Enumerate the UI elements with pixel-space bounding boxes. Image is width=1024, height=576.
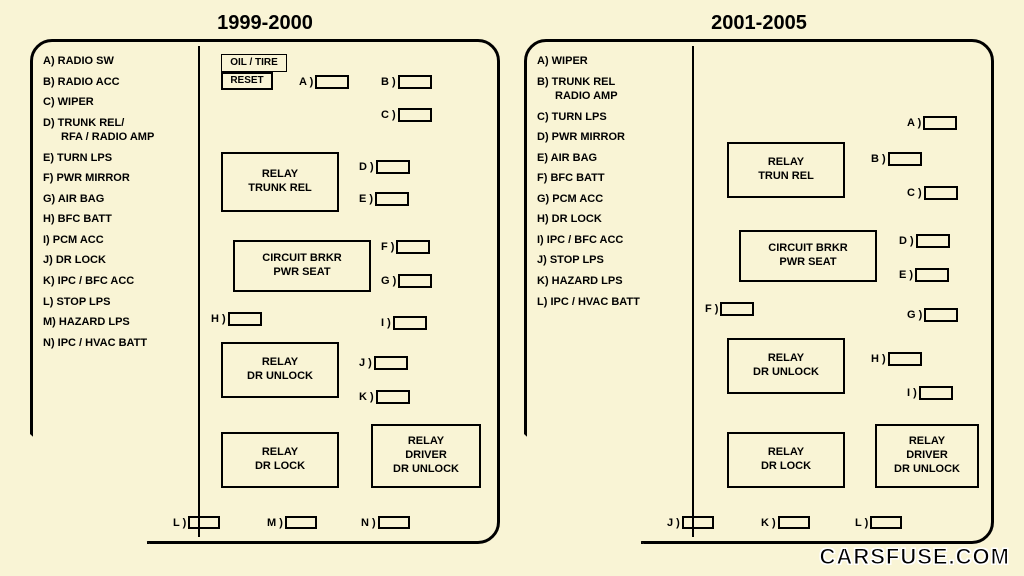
legend-item: RFA / RADIO AMP bbox=[61, 132, 193, 144]
fuse-slot: G ) bbox=[381, 274, 432, 288]
relay-box: RELAYDR UNLOCK bbox=[727, 338, 845, 394]
relay-box: RELAYTRUN REL bbox=[727, 142, 845, 198]
fuse-slot: N ) bbox=[361, 516, 410, 529]
fuse-slot: I ) bbox=[907, 386, 953, 400]
legend-item: RADIO AMP bbox=[555, 91, 687, 103]
legend-item: C) WIPER bbox=[43, 97, 193, 109]
legend-item: A) RADIO SW bbox=[43, 56, 193, 68]
diagram-root: 1999-2000 A) RADIO SW B) RADIO ACC C) WIPE… bbox=[30, 12, 994, 552]
legend-item: B) RADIO ACC bbox=[43, 77, 193, 89]
fuse-slot: D ) bbox=[359, 160, 410, 174]
fuse-slot: L ) bbox=[173, 516, 220, 529]
fuse-slot: L ) bbox=[855, 516, 902, 529]
fuse-slot: G ) bbox=[907, 308, 958, 322]
legend-list: A) RADIO SW B) RADIO ACC C) WIPER D) TRUNK … bbox=[43, 56, 193, 358]
relay-box: RELAYDRIVERDR UNLOCK bbox=[875, 424, 979, 488]
watermark: CARSFUSE.COM bbox=[820, 544, 1010, 570]
legend-item: H) DR LOCK bbox=[537, 214, 687, 226]
relay-box: OIL / TIRE bbox=[221, 54, 287, 72]
legend-item: B) TRUNK REL bbox=[537, 77, 687, 89]
relay-box: CIRCUIT BRKRPWR SEAT bbox=[739, 230, 877, 282]
legend-item: F) BFC BATT bbox=[537, 173, 687, 185]
corner-cut bbox=[524, 434, 644, 544]
legend-item: I) IPC / BFC ACC bbox=[537, 235, 687, 247]
fuse-slot: B ) bbox=[871, 152, 922, 166]
legend-item: J) DR LOCK bbox=[43, 255, 193, 267]
panel-body: A) WIPER B) TRUNK REL RADIO AMP C) TURN LPS… bbox=[524, 39, 994, 544]
corner-cut bbox=[30, 434, 150, 544]
legend-item: D) PWR MIRROR bbox=[537, 132, 687, 144]
fuse-slot: B ) bbox=[381, 75, 432, 89]
legend-item: E) TURN LPS bbox=[43, 153, 193, 165]
legend-item: J) STOP LPS bbox=[537, 255, 687, 267]
panel-title: 2001-2005 bbox=[524, 12, 994, 35]
legend-item: F) PWR MIRROR bbox=[43, 173, 193, 185]
legend-item: G) AIR BAG bbox=[43, 194, 193, 206]
fuse-slot: J ) bbox=[359, 356, 408, 370]
panel-divider bbox=[692, 46, 694, 537]
legend-item: E) AIR BAG bbox=[537, 153, 687, 165]
legend-item: K) HAZARD LPS bbox=[537, 276, 687, 288]
legend-item: A) WIPER bbox=[537, 56, 687, 68]
legend-item: D) TRUNK REL/ bbox=[43, 118, 193, 130]
relay-box: RELAYDR LOCK bbox=[727, 432, 845, 488]
relay-box: CIRCUIT BRKRPWR SEAT bbox=[233, 240, 371, 292]
legend-item: L) STOP LPS bbox=[43, 297, 193, 309]
legend-list: A) WIPER B) TRUNK REL RADIO AMP C) TURN LPS… bbox=[537, 56, 687, 317]
fuse-slot: H ) bbox=[211, 312, 262, 326]
legend-item: N) IPC / HVAC BATT bbox=[43, 338, 193, 350]
panel-body: A) RADIO SW B) RADIO ACC C) WIPER D) TRUNK … bbox=[30, 39, 500, 544]
legend-item: G) PCM ACC bbox=[537, 194, 687, 206]
fuse-slot: H ) bbox=[871, 352, 922, 366]
fuse-slot: K ) bbox=[761, 516, 810, 529]
fuse-slot: E ) bbox=[899, 268, 949, 282]
fuse-slot: F ) bbox=[705, 302, 754, 316]
panel-2001-2005: 2001-2005 A) WIPER B) TRUNK REL RADIO AMP C… bbox=[524, 12, 994, 544]
fuse-slot: C ) bbox=[907, 186, 958, 200]
relay-box: RELAYDR UNLOCK bbox=[221, 342, 339, 398]
fuse-slot: F ) bbox=[381, 240, 430, 254]
panel-title: 1999-2000 bbox=[30, 12, 500, 35]
relay-box: RELAYDRIVERDR UNLOCK bbox=[371, 424, 481, 488]
relay-box: RELAYDR LOCK bbox=[221, 432, 339, 488]
fuse-slot: A ) bbox=[907, 116, 957, 130]
fuse-slot: I ) bbox=[381, 316, 427, 330]
fuse-slot: C ) bbox=[381, 108, 432, 122]
legend-item: L) IPC / HVAC BATT bbox=[537, 297, 687, 309]
legend-item: C) TURN LPS bbox=[537, 112, 687, 124]
panel-divider bbox=[198, 46, 200, 537]
legend-item: I) PCM ACC bbox=[43, 235, 193, 247]
relay-box: RELAYTRUNK REL bbox=[221, 152, 339, 212]
fuse-slot: D ) bbox=[899, 234, 950, 248]
panel-1999-2000: 1999-2000 A) RADIO SW B) RADIO ACC C) WIPE… bbox=[30, 12, 500, 544]
legend-item: K) IPC / BFC ACC bbox=[43, 276, 193, 288]
relay-box: RESET bbox=[221, 72, 273, 90]
legend-item: M) HAZARD LPS bbox=[43, 317, 193, 329]
legend-item: H) BFC BATT bbox=[43, 214, 193, 226]
fuse-slot: J ) bbox=[667, 516, 714, 529]
fuse-slot: M ) bbox=[267, 516, 317, 529]
fuse-slot: A ) bbox=[299, 75, 349, 89]
fuse-slot: E ) bbox=[359, 192, 409, 206]
fuse-slot: K ) bbox=[359, 390, 410, 404]
